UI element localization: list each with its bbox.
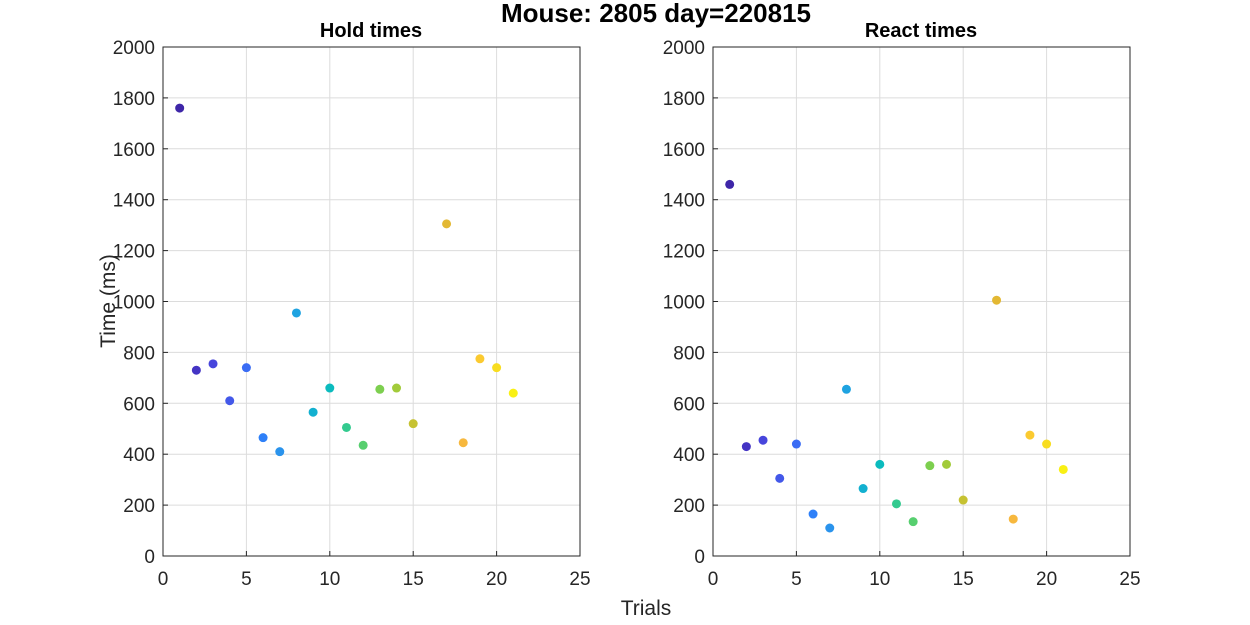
data-point: [942, 459, 952, 469]
react-times-title: React times: [865, 20, 977, 42]
data-point: [791, 439, 801, 449]
data-point: [875, 459, 885, 469]
data-point: [258, 433, 268, 443]
figure-title: Mouse: 2805 day=220815: [501, 0, 811, 28]
hold-times-title: Hold times: [320, 20, 422, 42]
y-tick-label: 2000: [663, 38, 705, 59]
x-tick-label: 15: [403, 569, 424, 590]
data-point: [725, 179, 735, 189]
data-point: [775, 473, 785, 483]
y-tick-label: 1200: [113, 242, 155, 263]
data-point: [992, 295, 1002, 305]
y-tick-label: 1000: [663, 293, 705, 314]
data-point: [1008, 514, 1018, 524]
y-tick-label: 400: [123, 445, 155, 466]
data-point: [275, 447, 285, 457]
data-point: [841, 384, 851, 394]
y-tick-label: 800: [123, 343, 155, 364]
data-point: [191, 365, 201, 375]
data-point: [891, 499, 901, 509]
y-tick-label: 400: [673, 445, 705, 466]
data-point: [375, 384, 385, 394]
y-tick-label: 1200: [663, 242, 705, 263]
y-tick-label: 600: [123, 394, 155, 415]
data-point: [225, 396, 235, 406]
data-point: [1042, 439, 1052, 449]
data-point: [858, 484, 868, 494]
data-point: [1058, 464, 1068, 474]
y-tick-label: 0: [144, 547, 155, 568]
x-axis-label: Trials: [621, 597, 672, 620]
y-tick-label: 200: [673, 496, 705, 517]
data-point: [825, 523, 835, 533]
y-tick-label: 0: [694, 547, 705, 568]
y-tick-label: 1400: [113, 191, 155, 212]
data-point: [458, 438, 468, 448]
data-point: [241, 363, 251, 373]
data-point: [358, 440, 368, 450]
x-tick-label: 10: [869, 569, 890, 590]
y-tick-label: 2000: [113, 38, 155, 59]
y-tick-label: 1600: [663, 140, 705, 161]
y-axis-label: Time (ms): [97, 254, 120, 348]
x-tick-label: 5: [241, 569, 252, 590]
y-tick-label: 1800: [113, 89, 155, 110]
data-point: [308, 407, 318, 417]
x-tick-label: 5: [791, 569, 802, 590]
data-point: [958, 495, 968, 505]
data-point: [475, 354, 485, 364]
y-tick-label: 1600: [113, 140, 155, 161]
data-point: [442, 219, 452, 229]
data-point: [908, 517, 918, 527]
y-tick-label: 1800: [663, 89, 705, 110]
data-point: [175, 103, 185, 113]
y-tick-label: 800: [673, 343, 705, 364]
data-point: [291, 308, 301, 318]
x-tick-label: 25: [1119, 569, 1140, 590]
y-tick-label: 1400: [663, 191, 705, 212]
y-tick-label: 1000: [113, 293, 155, 314]
x-tick-label: 10: [319, 569, 340, 590]
react-times-panel: React times 0 5 10 15 20 25 0 200 400 600 800 1000 1…: [663, 20, 1141, 590]
data-point: [508, 388, 518, 398]
data-point: [341, 422, 351, 432]
x-tick-label: 0: [708, 569, 719, 590]
hold-times-panel: Hold times 0 5 10 15 20 25 0 200 400 600 800 1000 12…: [113, 20, 591, 590]
data-point: [925, 461, 935, 471]
data-point: [741, 442, 751, 452]
x-tick-label: 25: [569, 569, 590, 590]
axes-frame: [162, 46, 581, 557]
data-point: [758, 435, 768, 445]
data-point: [208, 359, 218, 369]
data-point: [1025, 430, 1035, 440]
x-tick-label: 0: [158, 569, 169, 590]
y-tick-label: 200: [123, 496, 155, 517]
data-point: [408, 419, 418, 429]
data-point: [325, 383, 335, 393]
data-point: [808, 509, 818, 519]
data-point: [492, 363, 502, 373]
x-tick-label: 20: [1036, 569, 1057, 590]
x-tick-label: 20: [486, 569, 507, 590]
data-point: [392, 383, 402, 393]
axes-frame: [712, 46, 1131, 557]
y-tick-label: 600: [673, 394, 705, 415]
x-tick-label: 15: [953, 569, 974, 590]
